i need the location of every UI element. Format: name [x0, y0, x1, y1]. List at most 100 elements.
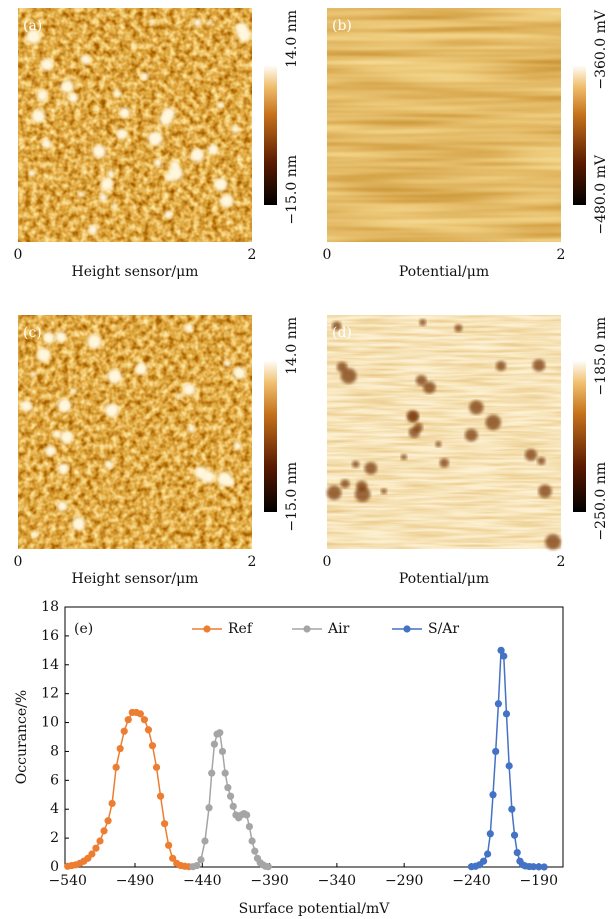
colorbar	[573, 65, 586, 205]
grain	[36, 89, 49, 102]
colorbar-max: 14.0 nm	[284, 317, 300, 375]
legend-marker	[203, 625, 211, 633]
data-point	[489, 791, 497, 799]
grain	[164, 210, 173, 219]
grain	[104, 460, 114, 469]
pit	[332, 321, 342, 331]
grain	[60, 80, 74, 94]
data-point	[144, 726, 153, 734]
grain	[214, 177, 228, 192]
x-axis-label: Height sensor/μm	[72, 264, 199, 280]
x-tick-label: 2	[248, 247, 257, 263]
grain	[116, 128, 128, 140]
grain	[140, 72, 149, 81]
grain	[201, 470, 215, 484]
colorbar-max: 14.0 nm	[284, 10, 300, 68]
pit	[454, 324, 463, 333]
data-point	[494, 700, 502, 708]
data-point	[229, 802, 237, 810]
grain	[25, 29, 41, 45]
grain	[57, 463, 69, 475]
colorbar	[264, 65, 277, 205]
data-point	[197, 856, 205, 864]
y-tick-label: 10	[41, 715, 59, 731]
data-point	[104, 817, 112, 825]
data-point	[165, 841, 173, 849]
grain	[169, 160, 180, 171]
pit	[524, 448, 537, 461]
x-tick-label: −190	[520, 873, 558, 889]
grain	[30, 371, 37, 378]
grain	[107, 369, 122, 384]
pit	[336, 361, 348, 373]
grain	[31, 109, 46, 123]
colorbar-max: −360.0 mV	[593, 9, 609, 90]
grain	[216, 101, 224, 109]
data-point	[208, 769, 216, 777]
grain	[168, 166, 183, 181]
grain	[87, 224, 98, 235]
pit	[464, 428, 478, 442]
legend-label: Air	[327, 621, 350, 637]
x-axis-label: Height sensor/μm	[72, 571, 199, 587]
data-point	[513, 848, 521, 857]
afm-image	[327, 315, 561, 549]
data-point	[120, 727, 128, 735]
x-tick-label: 0	[323, 554, 332, 570]
grain	[223, 359, 231, 367]
colorbar-min: −15.0 nm	[284, 155, 300, 225]
grain	[149, 19, 156, 25]
colorbar	[264, 360, 277, 512]
data-point	[500, 652, 508, 660]
data-point	[535, 863, 543, 871]
pit	[532, 359, 546, 372]
grain	[176, 393, 182, 399]
x-tick-label: −490	[116, 873, 154, 889]
pit	[380, 488, 387, 495]
grain	[111, 203, 118, 210]
grain	[41, 138, 52, 149]
grain	[20, 400, 33, 412]
grain	[184, 323, 194, 333]
grain	[104, 403, 119, 418]
legend-label: S/Ar	[428, 621, 459, 637]
grain	[57, 398, 72, 413]
data-point	[508, 805, 516, 813]
data-point	[136, 710, 144, 718]
data-point	[96, 837, 104, 845]
y-tick-label: 14	[41, 657, 59, 673]
data-point	[245, 822, 253, 831]
annotation: (e)	[74, 621, 93, 637]
colorbar	[573, 360, 586, 512]
data-point	[218, 747, 227, 756]
data-point	[88, 850, 96, 858]
grain	[107, 170, 115, 178]
data-point	[479, 857, 488, 865]
y-tick-label: 6	[50, 772, 59, 788]
grain	[40, 58, 54, 71]
grain	[192, 151, 198, 158]
grain	[217, 471, 233, 487]
colorbar-max: −185.0 nm	[593, 317, 609, 396]
grain	[68, 92, 79, 104]
grain	[113, 89, 122, 98]
grain	[45, 445, 56, 457]
x-tick-label: 2	[557, 247, 566, 263]
plot-frame	[64, 606, 564, 868]
panel-label: (c)	[23, 325, 42, 341]
grain	[207, 19, 213, 26]
x-tick-label: 2	[557, 554, 566, 570]
x-tick-label: 0	[14, 554, 23, 570]
grain	[182, 383, 196, 396]
pit	[352, 460, 360, 468]
data-point	[152, 763, 161, 771]
grain	[77, 191, 85, 198]
data-point	[156, 792, 165, 800]
series-line	[471, 650, 545, 868]
pit	[485, 414, 501, 431]
data-point	[497, 646, 505, 654]
grain	[162, 107, 176, 120]
x-tick-label: 0	[14, 247, 23, 263]
data-point	[226, 792, 235, 800]
pit	[469, 400, 484, 415]
